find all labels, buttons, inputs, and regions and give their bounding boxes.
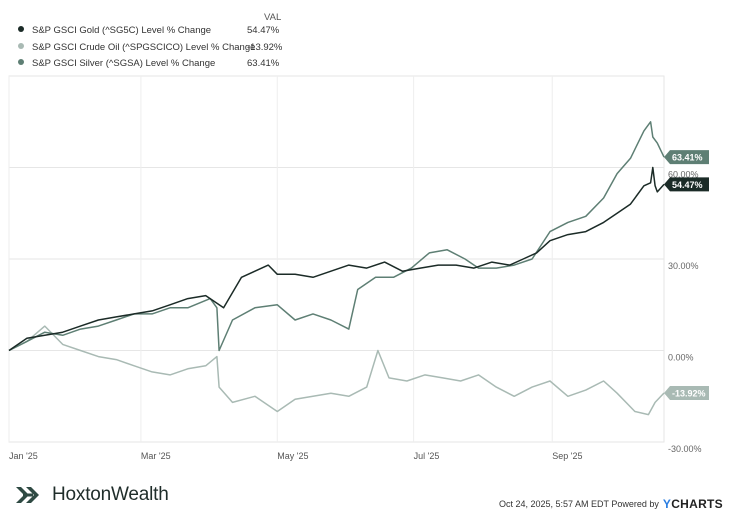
legend-dot-crude-oil: [18, 43, 24, 49]
x-tick-label: Sep '25: [552, 451, 582, 461]
legend-item-gold[interactable]: S&P GSCI Gold (^SG5C) Level % Change 54.…: [18, 24, 279, 38]
legend-label-silver: S&P GSCI Silver (^SGSA) Level % Change: [32, 58, 216, 69]
x-tick-label: Jul '25: [414, 451, 440, 461]
timestamp: Oct 24, 2025, 5:57 AM EDT Powered by: [498, 499, 659, 509]
legend-label-crude-oil: S&P GSCI Crude Oil (^SPGSCICO) Level % C…: [32, 42, 256, 53]
end-label-badge: [664, 177, 709, 192]
legend-header: VAL: [264, 12, 282, 23]
x-tick-label: May '25: [277, 451, 308, 461]
series-line-0: [8, 325, 665, 416]
end-label-text: -13.92%: [672, 388, 706, 398]
y-tick-label: -30.00%: [668, 444, 702, 454]
brand-logo: HoxtonWealth: [14, 484, 169, 506]
legend-value-gold: 54.47%: [247, 25, 280, 36]
footer-attribution: Oct 24, 2025, 5:57 AM EDT Powered by YCH…: [499, 497, 723, 511]
series-line-1: [8, 121, 665, 352]
end-label-badge: [664, 385, 709, 400]
series-line-2: [8, 166, 665, 352]
ycharts-logo-y: Y: [662, 497, 672, 511]
y-tick-label: 0.00%: [668, 353, 694, 363]
end-label-badge: [664, 150, 709, 165]
legend-dot-gold: [18, 26, 24, 32]
hoxton-mark-icon: [16, 487, 39, 503]
legend-item-silver[interactable]: S&P GSCI Silver (^SGSA) Level % Change 6…: [18, 57, 279, 71]
y-tick-label: 30.00%: [668, 261, 699, 271]
legend-value-silver: 63.41%: [247, 58, 280, 69]
ycharts-logo[interactable]: YCHARTS: [663, 497, 723, 511]
legend-item-crude-oil[interactable]: S&P GSCI Crude Oil (^SPGSCICO) Level % C…: [18, 41, 282, 55]
x-tick-label: Mar '25: [141, 451, 171, 461]
x-tick-label: Jan '25: [9, 451, 38, 461]
legend-value-crude-oil: -13.92%: [247, 42, 283, 53]
y-tick-label: 60.00%: [668, 170, 699, 180]
brand-name: HoxtonWealth: [52, 484, 169, 505]
ycharts-logo-rest: CHARTS: [671, 497, 723, 511]
legend-label-gold: S&P GSCI Gold (^SG5C) Level % Change: [32, 25, 212, 36]
end-label-text: 54.47%: [672, 180, 703, 190]
legend-dot-silver: [18, 59, 24, 65]
end-label-text: 63.41%: [672, 153, 703, 163]
